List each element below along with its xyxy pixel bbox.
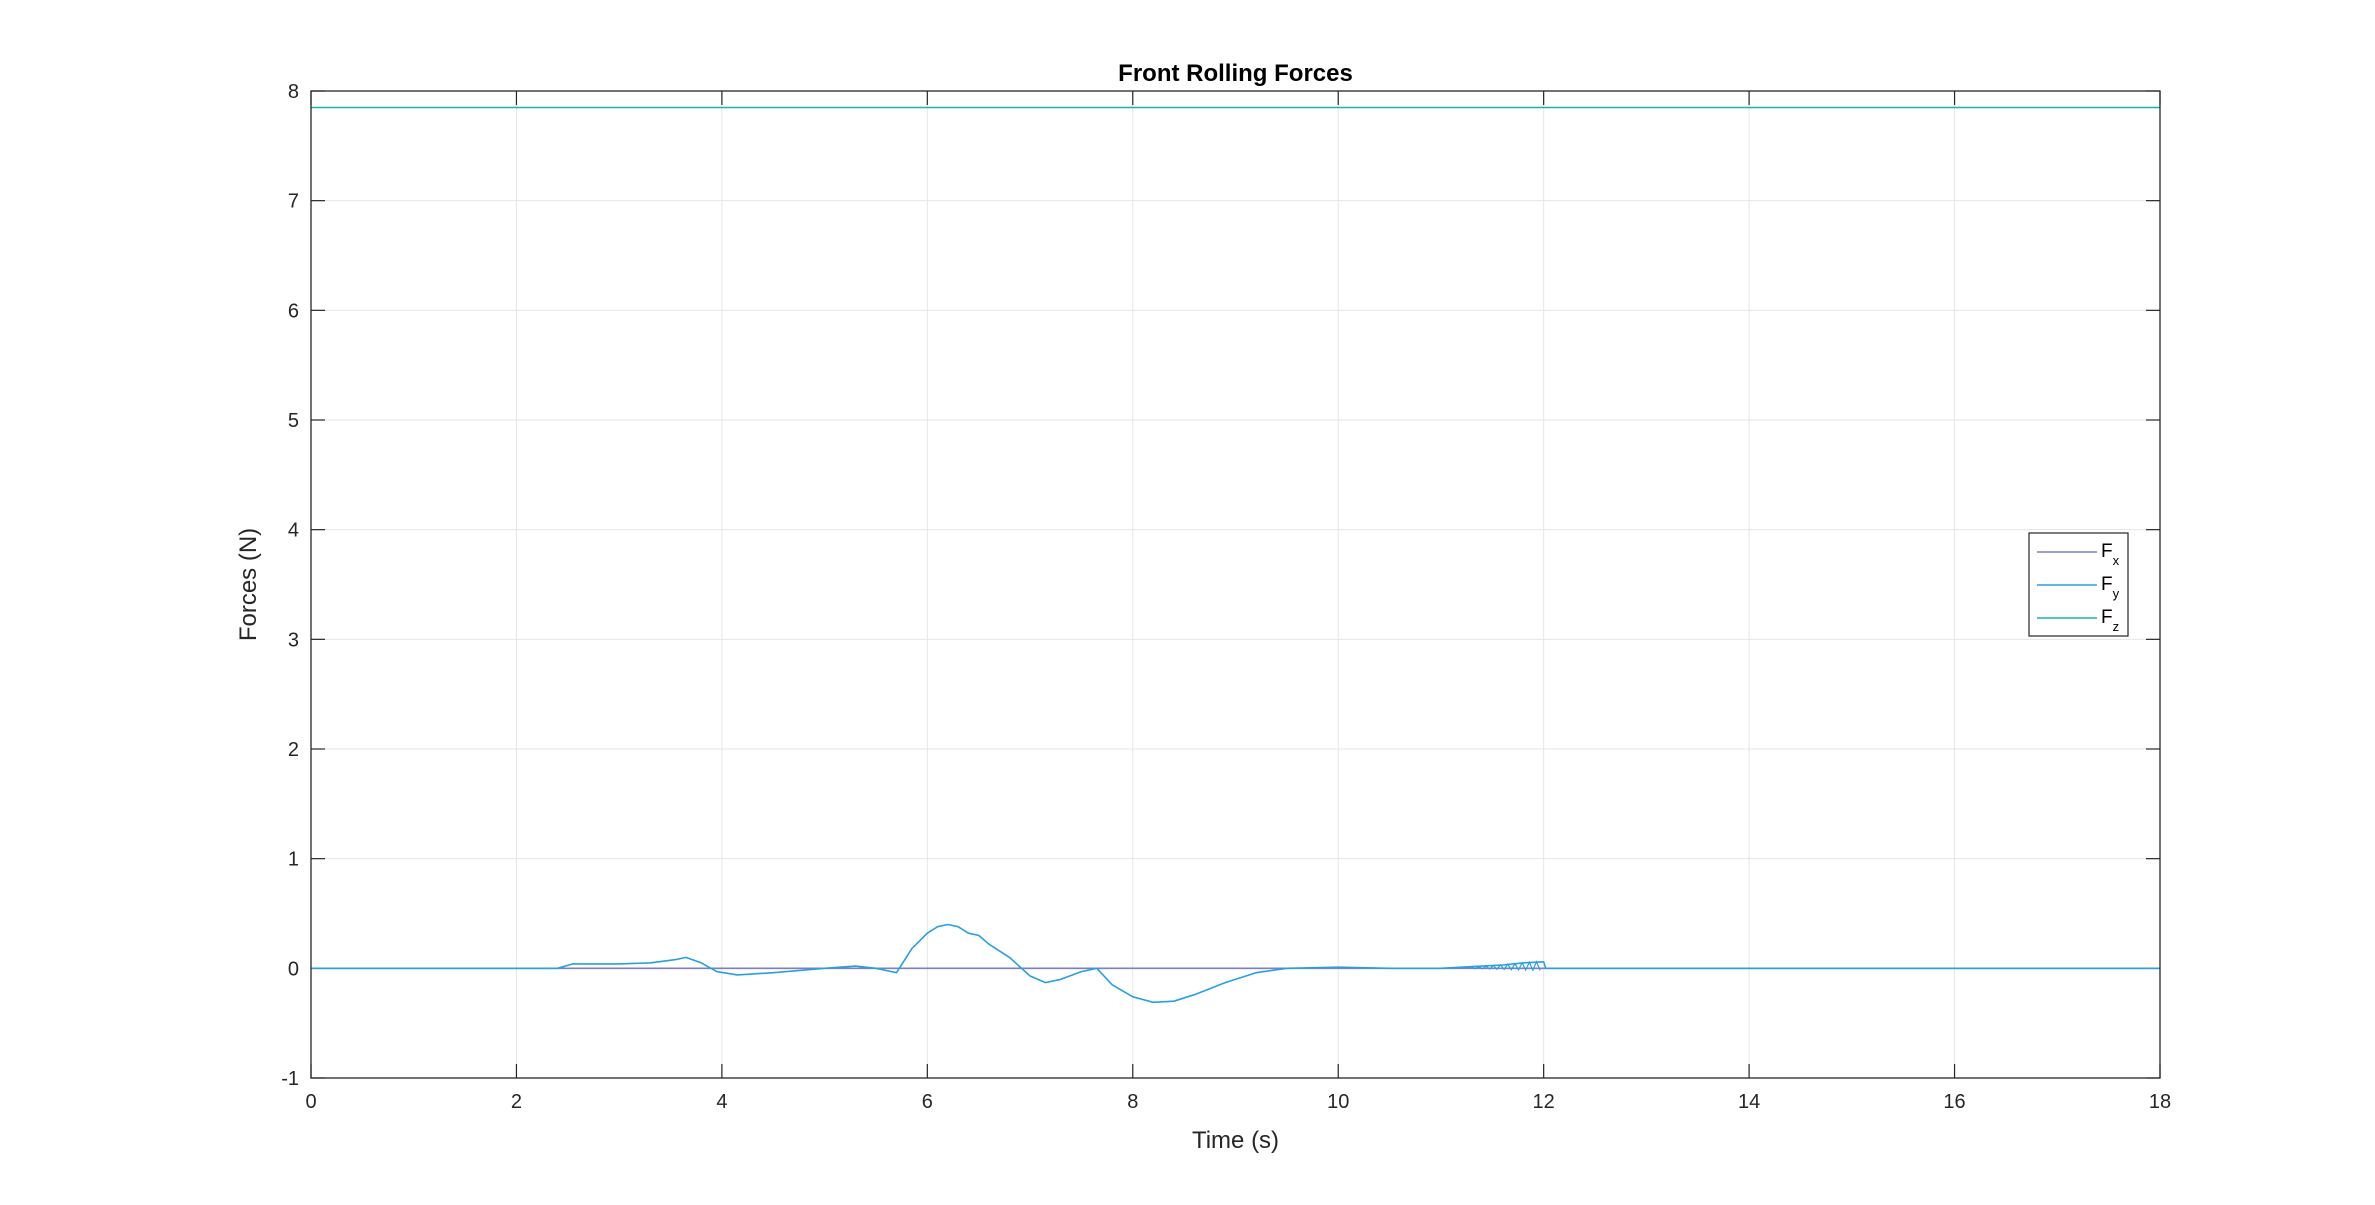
x-tick-label: 6 [922,1091,933,1113]
x-tick-label: 12 [1533,1091,1555,1113]
x-tick-label: 16 [1943,1091,1965,1113]
series-group [311,106,2160,1004]
axes-box [310,90,2161,1079]
x-tick-label: 4 [716,1091,727,1113]
x-tick-label: 14 [1738,1091,1760,1113]
legend-entry-subscript: x [2113,553,2120,568]
legend-entry-subscript: z [2113,619,2120,634]
y-tick-label: 0 [288,958,299,980]
legend-entry-subscript: y [2113,586,2120,601]
x-tick-label: 0 [305,1091,316,1113]
y-tick-label: 4 [288,520,299,542]
legend-entry: Fx [2101,541,2120,568]
legend-entry: Fy [2101,574,2120,601]
y-tick-label: 1 [288,849,299,871]
x-tick-label: 18 [2149,1091,2171,1113]
x-axis-label: Time (s) [1192,1127,1279,1154]
y-tick-label: 5 [288,410,299,432]
y-tick-label: 6 [288,300,299,322]
y-tick-label: 2 [288,739,299,761]
y-tick-label: -1 [281,1068,299,1090]
legend-entry: Fz [2101,607,2119,634]
legend-entry-name: F [2101,607,2113,628]
series-line-fy [311,923,2160,1004]
x-tick-label: 2 [511,1091,522,1113]
legend-entry-name: F [2101,541,2113,562]
chart-title: Front Rolling Forces [1118,60,1353,87]
y-tick-label: 8 [288,81,299,103]
x-tick-label: 10 [1327,1091,1349,1113]
y-axis-label: Forces (N) [235,528,262,641]
x-tick-label: 8 [1127,1091,1138,1113]
series-oscillation-fy [1471,960,1541,972]
y-tick-label: 3 [288,629,299,651]
legend-entry-name: F [2101,574,2113,595]
y-tick-label: 7 [288,191,299,213]
